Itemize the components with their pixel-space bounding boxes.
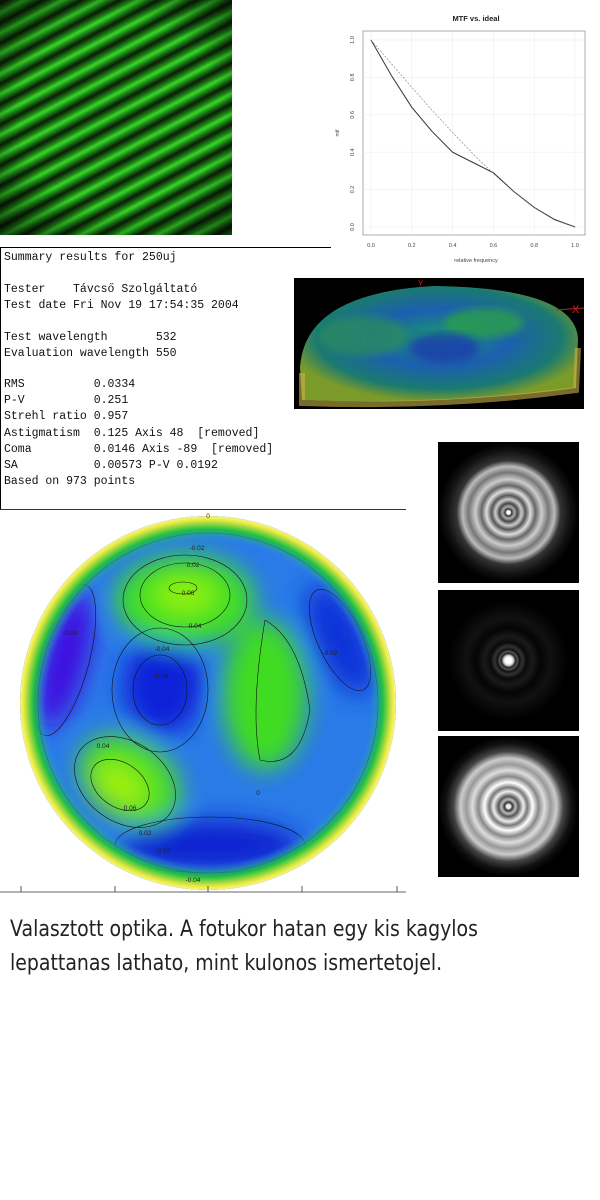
coma: Coma 0.0146 Axis -89 [removed] [4, 443, 274, 456]
y-tick-label: 0.0 [350, 223, 356, 231]
x-tick-label: 0.0 [367, 243, 375, 249]
summary-title: Summary results for 250uj [4, 251, 177, 264]
contour-label: -0.02 [190, 545, 205, 552]
test-date: Test date Fri Nov 19 17:54:35 2004 [4, 299, 239, 312]
x-tick-label: 0.4 [449, 243, 457, 249]
strehl-ratio: Strehl ratio 0.957 [4, 410, 129, 423]
contour-label: 0 [206, 513, 210, 520]
divider-line [0, 509, 406, 510]
psf-image-defocus-outside [438, 736, 579, 877]
x-tick-label: 0.8 [530, 243, 538, 249]
points-count: Based on 973 points [4, 475, 136, 488]
tester: Tester Távcső Szolgáltató [4, 283, 198, 296]
contour-label: -0.04 [154, 673, 169, 680]
contour-label: 0.02 [187, 562, 200, 569]
wavefront-contour-map: 0 -0.02 0.02 0.06 0.04 -0.04 -0.04 -0.02 -0.04 0.… [0, 513, 406, 893]
contour-label: 0.02 [139, 830, 152, 837]
interferogram-image [0, 0, 232, 235]
spherical-aberration: SA 0.00573 P-V 0.0192 [4, 459, 218, 472]
y-tick-label: 0.6 [350, 111, 356, 119]
contour-label: -0.04 [186, 877, 201, 884]
contour-label: -0.02 [156, 848, 171, 855]
caption-line-1: Valasztott optika. A fotukor hatan egy k… [10, 917, 478, 942]
caption-line-2: lepattanas lathato, mint kulonos ismerte… [10, 951, 443, 976]
x-axis-marker: X [572, 304, 580, 316]
x-tick-label: 0.2 [408, 243, 416, 249]
contour-label: 0.04 [189, 623, 202, 630]
contour-label: -0.02 [323, 650, 338, 657]
x-axis-label: relative frequency [454, 258, 498, 264]
x-tick-label: 0.6 [490, 243, 498, 249]
contour-label: -0.04 [155, 646, 170, 653]
contour-label: 0.06 [182, 590, 195, 597]
y-tick-label: 0.2 [350, 186, 356, 194]
test-wavelength: Test wavelength 532 [4, 331, 177, 344]
p-v: P-V 0.251 [4, 394, 129, 407]
contour-label: 0.06 [124, 805, 137, 812]
contour-label: 0 [256, 790, 260, 797]
caption: Valasztott optika. A fotukor hatan egy k… [10, 913, 492, 981]
wavefront-3d-surface: X Y [294, 278, 584, 409]
y-axis-marker: Y [418, 279, 424, 288]
mtf-chart: MTF vs. ideal 0.0 0.2 0.4 0.6 0.8 1.0 0.0 0.2 0.… [335, 14, 586, 264]
y-tick-label: 0.8 [350, 74, 356, 82]
astigmatism: Astigmatism 0.125 Axis 48 [removed] [4, 427, 260, 440]
rms: RMS 0.0334 [4, 378, 136, 391]
measured-mtf-line [370, 39, 576, 228]
ideal-mtf-line [370, 39, 576, 228]
summary-results: Summary results for 250uj Tester Távcső … [0, 247, 331, 510]
psf-image-defocus-inside [438, 442, 579, 583]
evaluation-wavelength: Evaluation wavelength 550 [4, 347, 177, 360]
contour-label: -0.04 [63, 630, 78, 637]
chart-title: MTF vs. ideal [452, 14, 499, 23]
y-tick-label: 1.0 [350, 36, 356, 44]
psf-image-focus [438, 590, 579, 731]
y-axis-label: mtf [335, 129, 341, 137]
plot-frame [362, 30, 586, 236]
y-tick-label: 0.4 [350, 148, 356, 156]
contour-label: 0.04 [97, 743, 110, 750]
x-tick-label: 1.0 [571, 243, 579, 249]
